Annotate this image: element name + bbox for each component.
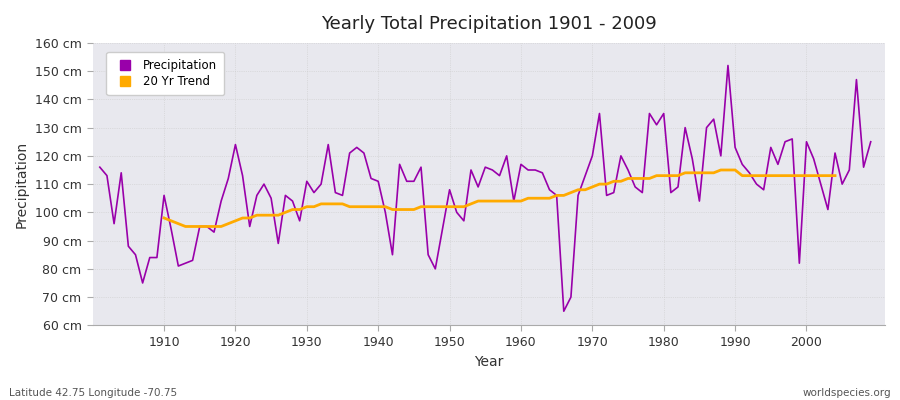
X-axis label: Year: Year xyxy=(474,355,503,369)
Text: Latitude 42.75 Longitude -70.75: Latitude 42.75 Longitude -70.75 xyxy=(9,388,177,398)
Y-axis label: Precipitation: Precipitation xyxy=(15,140,29,228)
Title: Yearly Total Precipitation 1901 - 2009: Yearly Total Precipitation 1901 - 2009 xyxy=(321,15,657,33)
Text: worldspecies.org: worldspecies.org xyxy=(803,388,891,398)
Legend: Precipitation, 20 Yr Trend: Precipitation, 20 Yr Trend xyxy=(106,52,224,95)
